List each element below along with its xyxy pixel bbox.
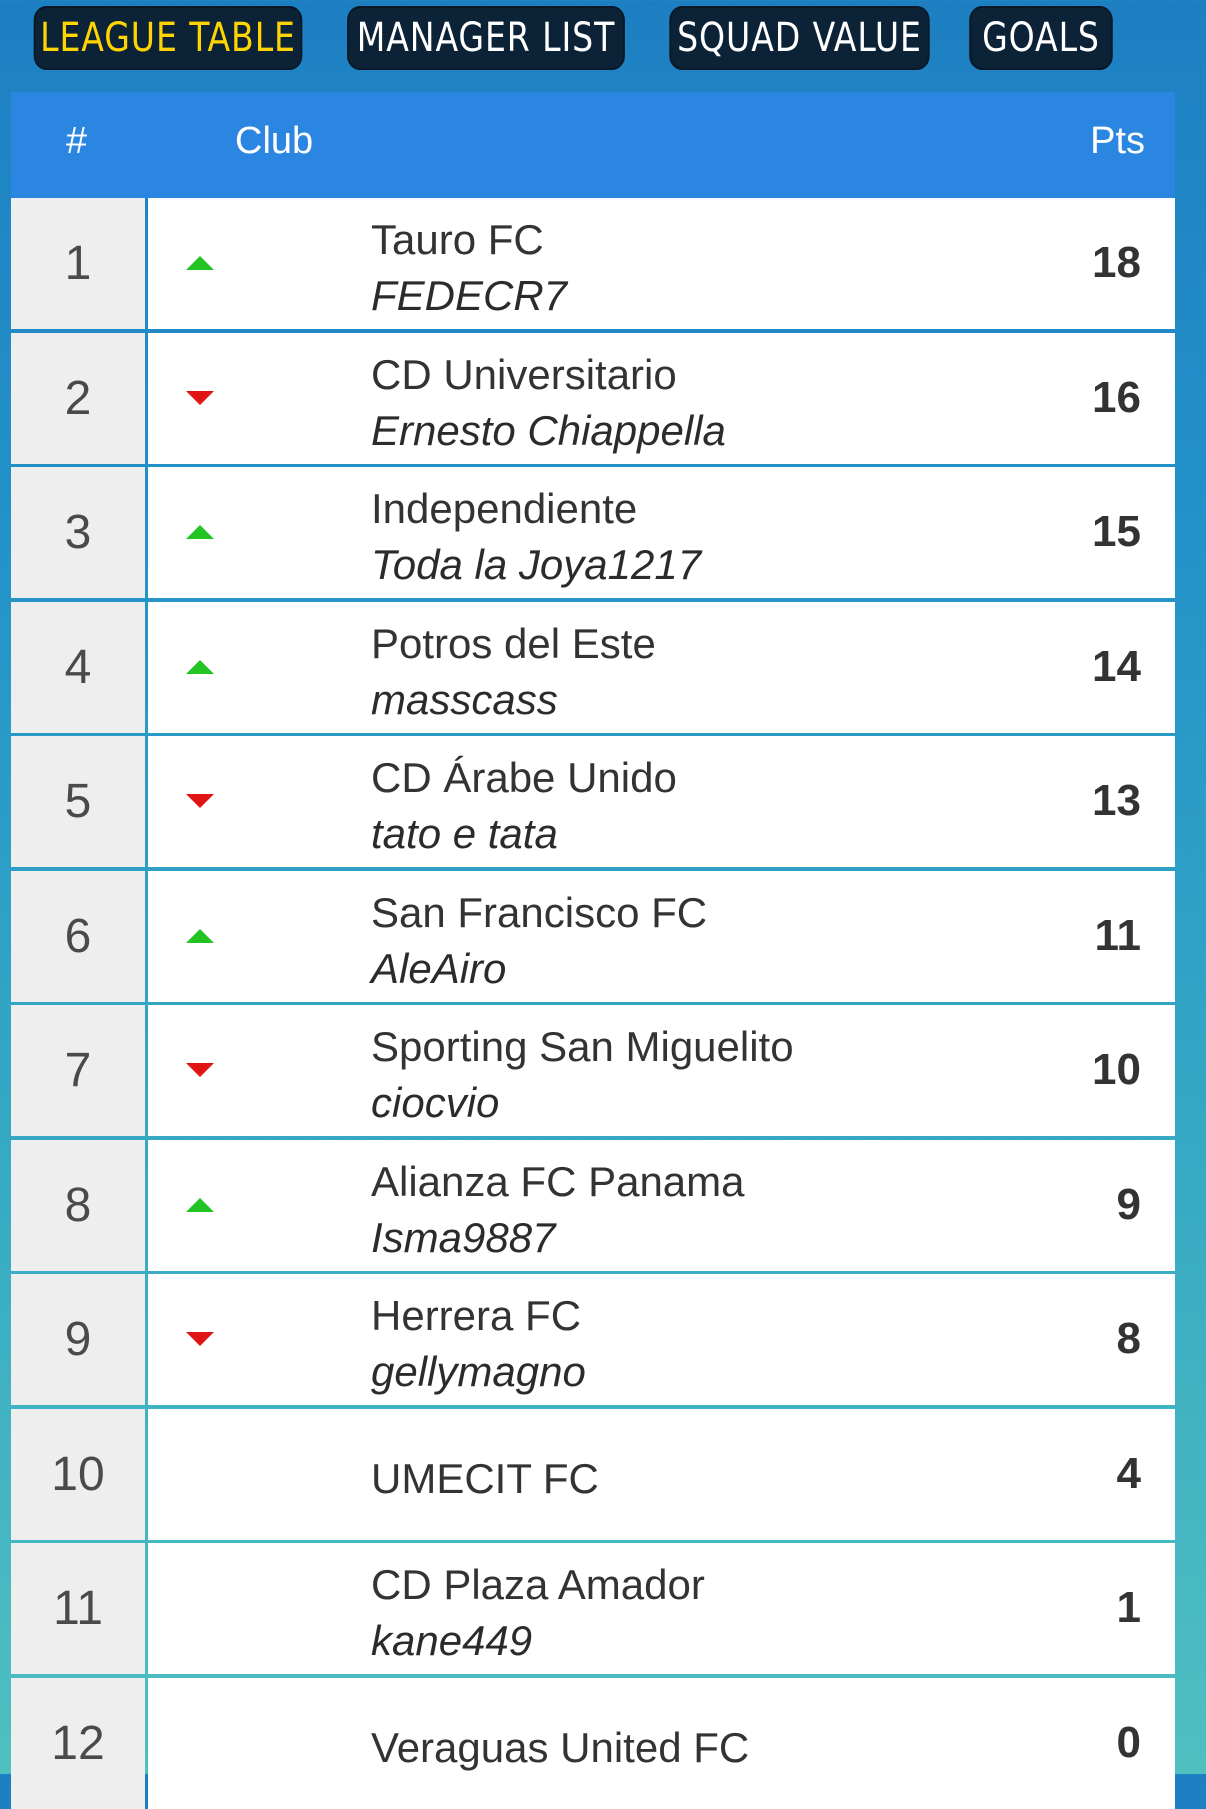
points-value: 9 (1116, 1179, 1141, 1229)
trend-down-icon (186, 794, 214, 808)
rank-cell: 12 (11, 1677, 145, 1809)
tab-league-table[interactable]: LEAGUE TABLE (33, 6, 303, 70)
points-value: 15 (1092, 507, 1141, 556)
tab-bar: LEAGUE TABLE MANAGER LIST SQUAD VALUE GO… (0, 0, 1206, 92)
manager-name: FEDECR7 (371, 272, 568, 319)
rank-cell: 11 (11, 1543, 145, 1674)
league-table: # Club Pts 1 Tauro FC FEDECR7 18 2 CD Univers… (11, 92, 1175, 1809)
club-cell: Herrera FC gellymagno 8 (148, 1274, 1175, 1405)
table-row[interactable]: 6 San Francisco FC AleAiro 11 (11, 870, 1175, 1002)
table-header: # Club Pts (11, 92, 1175, 198)
club-cell: Independiente Toda la Joya1217 15 (148, 467, 1175, 598)
rank-cell: 10 (11, 1408, 145, 1540)
table-row[interactable]: 9 Herrera FC gellymagno 8 (11, 1274, 1175, 1405)
manager-name: masscass (371, 675, 558, 723)
rank-cell: 2 (11, 332, 145, 464)
rank-cell: 9 (11, 1274, 145, 1405)
club-name: CD Plaza Amador (371, 1561, 705, 1608)
rank-cell: 6 (11, 870, 145, 1002)
points-value: 8 (1116, 1314, 1141, 1363)
tab-manager-list[interactable]: MANAGER LIST (347, 6, 625, 70)
table-row[interactable]: 1 Tauro FC FEDECR7 18 (11, 198, 1175, 329)
club-cell: CD Plaza Amador kane449 1 (148, 1543, 1175, 1674)
points-value: 1 (1116, 1583, 1141, 1632)
manager-name: Ernesto Chiappella (371, 406, 726, 454)
table-row[interactable]: 10 UMECIT FC 4 (11, 1408, 1175, 1540)
points-value: 14 (1092, 641, 1141, 691)
club-cell: CD Universitario Ernesto Chiappella 16 (148, 332, 1175, 464)
manager-name: AleAiro (371, 944, 507, 992)
header-club: Club (235, 120, 314, 162)
club-name: Alianza FC Panama (371, 1157, 745, 1205)
points-value: 18 (1092, 238, 1141, 287)
club-name: Tauro FC (371, 216, 544, 263)
header-rank: # (66, 120, 88, 162)
club-name: UMECIT FC (371, 1454, 599, 1502)
trend-up-icon (186, 659, 214, 674)
manager-name: tato e tata (371, 810, 558, 857)
table-row[interactable]: 2 CD Universitario Ernesto Chiappella 16 (11, 332, 1175, 464)
manager-name: Isma9887 (371, 1213, 556, 1261)
club-name: Herrera FC (371, 1292, 582, 1339)
trend-down-icon (186, 390, 214, 405)
table-row[interactable]: 7 Sporting San Miguelito ciocvio 10 (11, 1005, 1175, 1136)
table-row[interactable]: 3 Independiente Toda la Joya1217 15 (11, 467, 1175, 598)
header-points: Pts (1090, 120, 1145, 162)
rank-cell: 3 (11, 467, 145, 598)
club-name: CD Universitario (371, 350, 677, 398)
club-name: Independiente (371, 485, 638, 532)
club-name: Potros del Este (371, 619, 656, 667)
table-row[interactable]: 4 Potros del Este masscass 14 (11, 601, 1175, 733)
points-value: 4 (1116, 1448, 1141, 1498)
club-cell: CD Árabe Unido tato e tata 13 (148, 736, 1175, 867)
rank-cell: 4 (11, 601, 145, 733)
club-cell: Sporting San Miguelito ciocvio 10 (148, 1005, 1175, 1136)
points-value: 0 (1116, 1717, 1141, 1767)
table-row[interactable]: 8 Alianza FC Panama Isma9887 9 (11, 1139, 1175, 1271)
club-name: CD Árabe Unido (371, 754, 677, 801)
rank-cell: 7 (11, 1005, 145, 1136)
points-value: 16 (1092, 372, 1141, 422)
club-cell: Potros del Este masscass 14 (148, 601, 1175, 733)
club-name: San Francisco FC (371, 888, 708, 936)
club-name: Sporting San Miguelito (371, 1023, 794, 1070)
manager-name: gellymagno (371, 1348, 586, 1395)
trend-up-icon (186, 256, 214, 270)
tab-squad-value[interactable]: SQUAD VALUE (669, 6, 930, 70)
club-cell: San Francisco FC AleAiro 11 (148, 870, 1175, 1002)
trend-up-icon (186, 928, 214, 943)
club-cell: Veraguas United FC 0 (148, 1677, 1175, 1809)
club-cell: Alianza FC Panama Isma9887 9 (148, 1139, 1175, 1271)
points-value: 10 (1092, 1045, 1141, 1094)
trend-down-icon (186, 1063, 214, 1077)
trend-down-icon (186, 1332, 214, 1346)
table-row[interactable]: 5 CD Árabe Unido tato e tata 13 (11, 736, 1175, 867)
table-row[interactable]: 12 Veraguas United FC 0 (11, 1677, 1175, 1809)
points-value: 13 (1092, 776, 1141, 825)
manager-name: Toda la Joya1217 (371, 541, 702, 588)
rank-cell: 1 (11, 198, 145, 329)
rank-cell: 8 (11, 1139, 145, 1271)
manager-name: ciocvio (371, 1079, 500, 1126)
club-name: Veraguas United FC (371, 1723, 750, 1771)
rank-cell: 5 (11, 736, 145, 867)
points-value: 11 (1094, 910, 1141, 960)
trend-up-icon (186, 525, 214, 539)
club-cell: Tauro FC FEDECR7 18 (148, 198, 1175, 329)
trend-up-icon (186, 1197, 214, 1212)
tab-goals[interactable]: GOALS (969, 6, 1113, 70)
manager-name: kane449 (371, 1617, 533, 1664)
table-row[interactable]: 11 CD Plaza Amador kane449 1 (11, 1543, 1175, 1674)
club-cell: UMECIT FC 4 (148, 1408, 1175, 1540)
